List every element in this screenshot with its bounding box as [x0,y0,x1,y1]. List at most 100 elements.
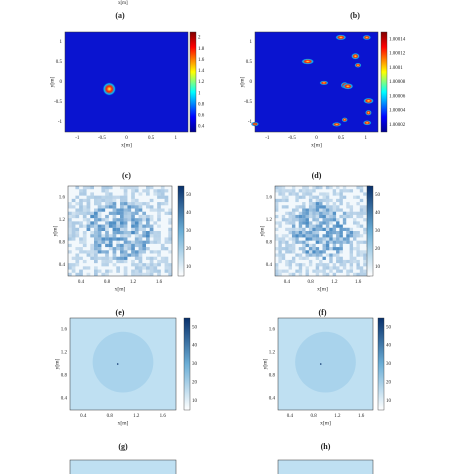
heatmap-cell [312,208,316,212]
heatmap-cell [82,237,87,241]
heatmap-cell [346,205,350,209]
heatmap-cell [349,247,354,251]
heatmap-cell [127,234,132,238]
heatmap-cell [298,266,303,270]
heatmap-cell [134,186,139,190]
heatmap-cell [127,211,132,215]
heatmap-cell [356,250,360,254]
heatmap-cell [123,272,128,276]
colorbar-tick-label: 30 [192,362,198,367]
heatmap-cell [305,240,309,244]
heatmap-cell [138,237,143,241]
heatmap-cell [312,247,316,251]
heatmap-cell [138,269,143,273]
x-axis-label: x[m] [317,286,328,292]
heatmap-cell [342,259,347,264]
heatmap-cell [112,256,117,260]
heatmap-cell [325,198,330,203]
x-tick-label: 0 [315,136,318,141]
heatmap-cell [153,192,158,196]
y-tick-label: 0.4 [269,397,276,402]
heatmap-cell [123,189,128,193]
heatmap-cell [108,237,113,241]
heatmap-cell [157,240,161,244]
heatmap-cell [138,259,143,264]
heatmap-cell [112,253,117,257]
heatmap-cell [90,192,94,196]
heatmap-cell [298,253,303,257]
heatmap-cell [131,211,135,215]
heatmap-cell [101,263,106,267]
heatmap-cell [94,221,98,225]
heatmap-cell [164,269,169,273]
heatmap-cell [339,259,343,264]
heatmap-cell [356,224,360,228]
heatmap-cell [285,227,289,231]
heatmap-cell [86,186,91,190]
heatmap-cell [71,205,76,209]
heatmap-cell [164,247,169,251]
heatmap-cell [308,237,313,241]
colorbar-tick-label: 1.00006 [389,94,406,99]
heatmap-cell [302,234,306,238]
heatmap-cell [123,231,128,235]
heatmap-cell [295,195,299,199]
heatmap-cell [322,205,326,209]
heatmap-cell [116,227,120,231]
heatmap-cell [305,224,309,228]
x-tick-label: 0.4 [287,414,294,419]
heatmap-cell [298,269,303,273]
colorbar [189,31,197,133]
heatmap-cell [302,243,306,248]
heatmap-cell [329,218,333,222]
heatmap-cell [332,240,337,244]
heatmap-cell [134,202,139,206]
heatmap-cell [142,224,146,228]
heatmap-cell [75,256,80,260]
heatmap-cell [157,195,161,199]
heatmap-cell [71,234,76,238]
heatmap-cell [278,198,282,203]
colorbar [177,185,185,277]
heatmap-cell [127,247,132,251]
heatmap-cell [315,263,320,267]
heatmap-dot [116,363,119,365]
heatmap-cell [298,195,303,199]
heatmap-cell [105,253,109,257]
x-tick-label: 1.2 [334,414,341,419]
heatmap-cell [123,224,128,228]
heatmap-cell [363,227,367,231]
heatmap-cell [164,198,169,203]
heatmap-spot [342,83,354,90]
heatmap-cell [146,266,150,270]
colorbar-tick-label: 1.8 [198,47,205,52]
colorbar-tick-label: 1.00014 [389,37,406,42]
heatmap-cell [315,211,320,215]
heatmap-cell [168,269,172,273]
heatmap-cell [281,198,286,203]
heatmap-cell [86,266,91,270]
heatmap-cell [275,202,279,206]
heatmap-cell [336,247,340,251]
colorbar-tick-label: 10 [375,265,381,270]
heatmap-cell [90,247,94,251]
heatmap-cell [138,214,143,219]
heatmap-cell [278,247,282,251]
heatmap-cell [322,237,326,241]
y-tick-label: 1.2 [266,218,273,223]
heatmap-cell [349,189,354,193]
panel-label: (h) [321,442,331,451]
heatmap-cell [120,195,124,199]
heatmap-cell [308,202,313,206]
x-axis-label: x[m] [320,420,331,426]
heatmap-cell [295,253,299,257]
heatmap-cell [346,189,350,193]
heatmap-cell [134,221,139,225]
y-tick-label: 1.2 [61,351,68,356]
heatmap-cell [353,256,357,260]
heatmap-cell [112,205,117,209]
heatmap-cell [336,208,340,212]
heatmap-cell [315,231,320,235]
heatmap-cell [336,205,340,209]
heatmap-cell [134,224,139,228]
